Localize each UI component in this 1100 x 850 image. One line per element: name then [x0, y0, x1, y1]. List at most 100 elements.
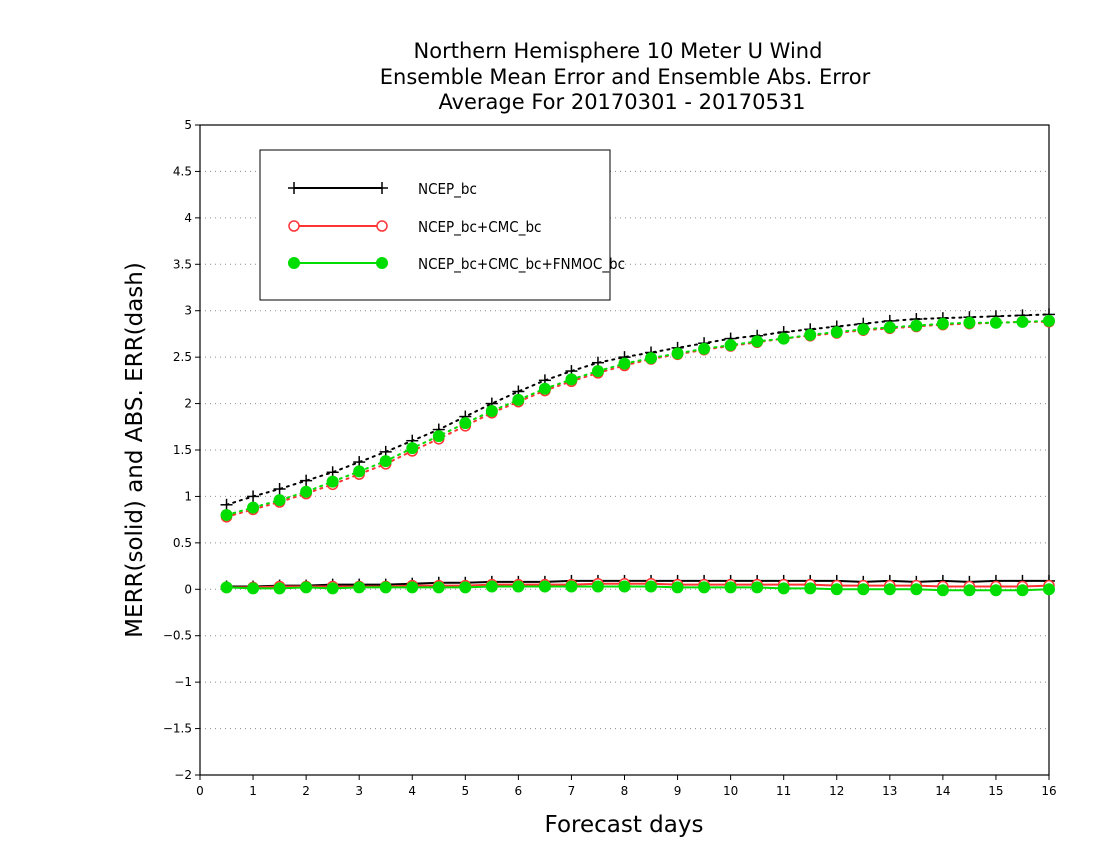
abs-err-point [936, 317, 949, 330]
merr-point [300, 581, 313, 594]
merr-point [963, 584, 976, 597]
y-tick-label: −0.5 [163, 629, 192, 643]
abs-err-point [273, 494, 286, 507]
y-tick-label: 0 [184, 582, 192, 596]
y-tick-label: 3.5 [173, 257, 192, 271]
y-tick-label: 1 [184, 489, 192, 503]
merr-point [459, 581, 472, 594]
abs-err-point [247, 490, 260, 503]
y-axis-label: MERR(solid) and ABS. ERR(dash) [122, 262, 148, 638]
x-tick-label: 16 [1041, 784, 1056, 798]
merr-point [353, 581, 366, 594]
x-tick-label: 12 [829, 784, 844, 798]
abs-err-point [645, 352, 658, 365]
merr-point [989, 584, 1002, 597]
abs-err-point [724, 339, 737, 352]
x-tick-label: 8 [621, 784, 629, 798]
abs-err-point [963, 316, 976, 329]
merr-point [751, 581, 764, 594]
abs-err-line [225, 319, 1050, 516]
abs-err-point [565, 373, 578, 386]
abs-err-point [751, 335, 764, 348]
merr-point [910, 583, 923, 596]
y-tick-label: 4.5 [173, 164, 192, 178]
abs-err-point [804, 328, 817, 341]
abs-err-point [485, 405, 498, 417]
merr-point [565, 580, 578, 593]
abs-err-point [698, 342, 711, 355]
y-tick-label: 1.5 [173, 443, 192, 457]
x-tick-label: 1 [249, 784, 257, 798]
y-tick-label: 2.5 [173, 350, 192, 364]
series-layer [220, 308, 1055, 597]
abs-err-point [220, 498, 233, 511]
legend-marker [376, 220, 388, 232]
legend-label: NCEP_bc+CMC_bc [418, 218, 541, 237]
y-tick-label: −1.5 [163, 722, 192, 736]
legend-marker [376, 182, 388, 194]
abs-err-point [273, 483, 286, 495]
merr-point [379, 581, 392, 594]
merr-line [226, 585, 1050, 592]
legend-entry: NCEP_bc [288, 180, 477, 199]
merr-point [724, 581, 737, 594]
legend-entry: NCEP_bc+CMC_bc [288, 218, 541, 237]
y-tick-label: 3 [184, 304, 192, 318]
abs-err-point [618, 357, 631, 370]
merr-point [512, 580, 525, 593]
abs-err-point [1043, 314, 1055, 327]
x-tick-label: 4 [408, 784, 416, 798]
chart-title-line-3: Average For 20170301 - 20170531 [438, 90, 805, 114]
legend-marker [288, 220, 300, 232]
x-tick-label: 13 [882, 784, 897, 798]
merr-point [485, 580, 498, 593]
abs-err-line [225, 320, 1050, 518]
abs-err-point [777, 332, 790, 345]
merr-point [698, 581, 711, 594]
abs-err-point [247, 501, 260, 514]
merr-point [273, 582, 286, 595]
merr-point [326, 582, 339, 595]
x-tick-label: 10 [723, 784, 738, 798]
abs-err-point [538, 382, 551, 395]
y-tick-label: −1 [174, 675, 192, 689]
abs-err-point [326, 475, 339, 488]
y-tick-label: 2 [184, 397, 192, 411]
x-tick-label: 7 [568, 784, 576, 798]
merr-point [406, 581, 419, 594]
legend-label: NCEP_bc [418, 180, 477, 199]
merr-point [1043, 583, 1055, 596]
abs-err-point [379, 455, 392, 468]
legend-marker [376, 257, 388, 269]
x-tick-label: 5 [461, 784, 469, 798]
merr-point [857, 583, 870, 596]
merr-point [220, 581, 233, 594]
abs-err-point [300, 485, 313, 498]
x-tick-label: 9 [674, 784, 682, 798]
merr-point [538, 580, 551, 593]
merr-point [618, 580, 631, 593]
series-2 [220, 314, 1055, 597]
merr-point [671, 581, 684, 594]
abs-err-point [910, 319, 923, 332]
series-1 [220, 316, 1055, 594]
abs-err-point [989, 316, 1002, 329]
abs-err-point [512, 393, 525, 406]
x-tick-label: 15 [988, 784, 1003, 798]
merr-point [830, 583, 843, 596]
merr-point [804, 582, 817, 595]
y-tick-label: −2 [174, 768, 192, 782]
legend-label: NCEP_bc+CMC_bc+FNMOC_bc [418, 255, 625, 274]
abs-err-point [883, 321, 896, 334]
x-tick-label: 3 [355, 784, 363, 798]
merr-point [936, 584, 949, 597]
chart-title-line-2: Ensemble Mean Error and Ensemble Abs. Er… [380, 65, 871, 89]
x-tick-label: 2 [302, 784, 310, 798]
abs-err-point [353, 465, 366, 478]
abs-err-point [1016, 315, 1029, 328]
chart-title-line-1: Northern Hemisphere 10 Meter U Wind [414, 39, 823, 63]
y-tick-label: 4 [184, 211, 192, 225]
merr-point [247, 582, 260, 595]
abs-err-point [432, 430, 445, 443]
merr-point [1016, 584, 1029, 597]
